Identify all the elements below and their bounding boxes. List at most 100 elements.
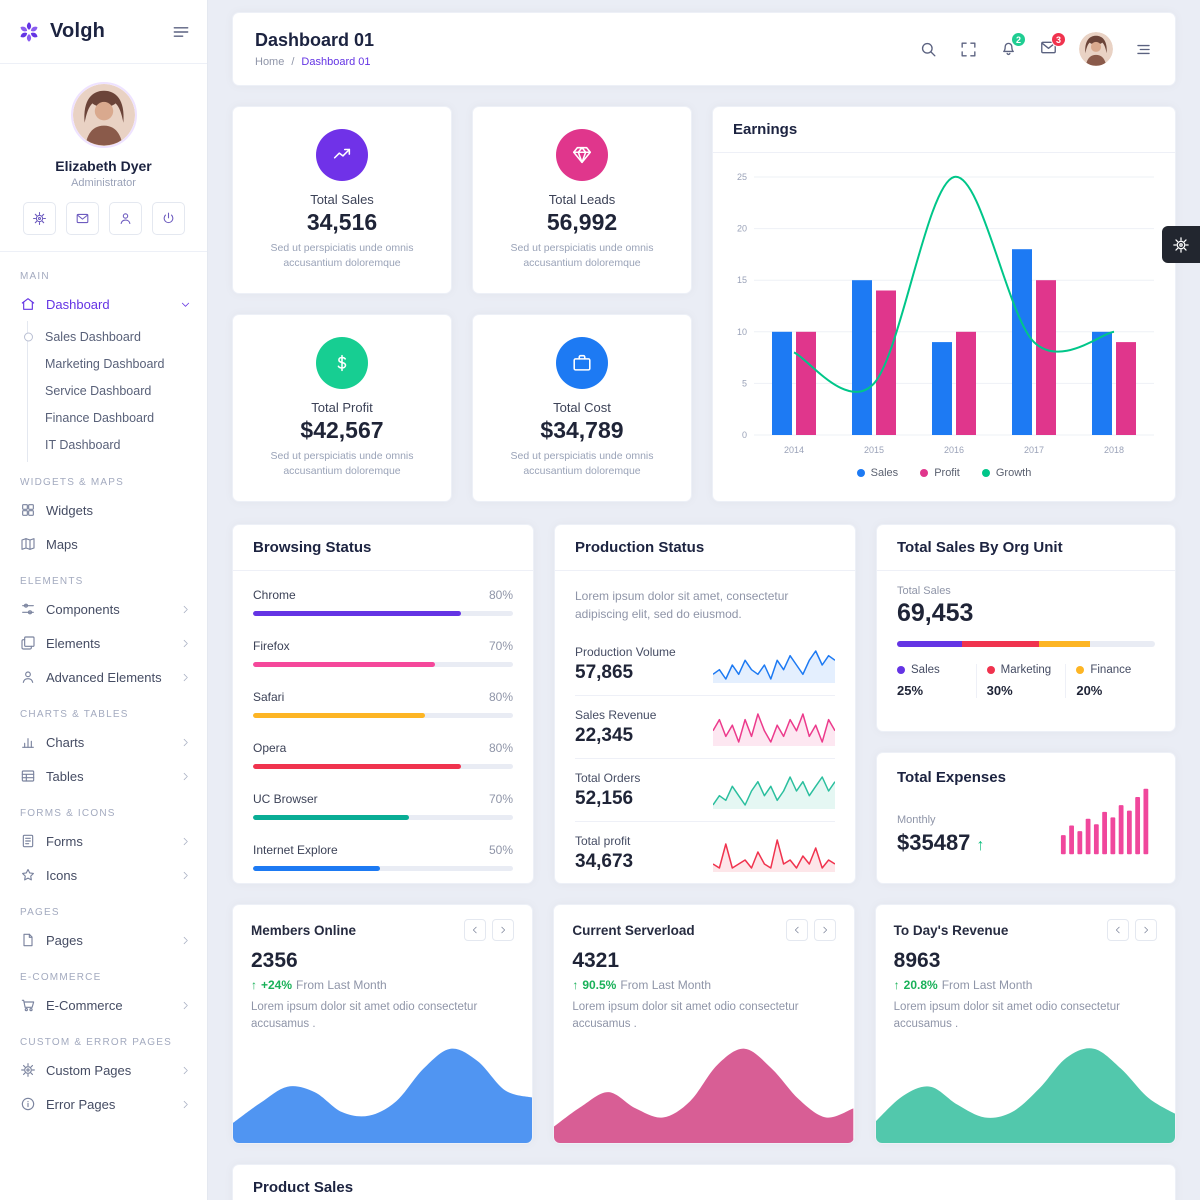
stat-desc: Sed ut perspiciatis unde omnis accusanti… [270,449,414,477]
home-icon [20,296,36,312]
sidebar-subitem-marketing-dashboard[interactable]: Marketing Dashboard [45,356,165,371]
production-row-production-volume: Production Volume 57,865 [575,633,835,695]
stat-card-total-sales: Total Sales 34,516 Sed ut perspiciatis und… [232,106,452,294]
mini-card-to-day-s-revenue: To Day's Revenue 8963 ↑ 20.8% From Last Mont… [874,904,1176,1144]
mini-card-current-serverload: Current Serverload 4321 ↑ 90.5% From Last Mo… [553,904,855,1144]
nav-item-label: Dashboard [46,296,110,312]
prev-button[interactable] [1106,919,1129,941]
legend-sales[interactable]: Sales [856,467,898,479]
app-logo[interactable]: Volgh [16,19,105,45]
sidebar-item-tables[interactable]: Tables [0,759,207,793]
svg-text:2015: 2015 [864,445,884,455]
nav-item-label: Maps [46,536,78,552]
sidebar-item-components[interactable]: Components [0,592,207,626]
map-icon [20,536,36,552]
prev-button[interactable] [785,919,808,941]
sidebar-toggle-icon[interactable] [171,22,191,42]
header-menu-icon[interactable] [1134,40,1153,59]
user-icon [118,211,133,226]
layers-icon [20,635,36,651]
browser-row-chrome: Chrome 80% [253,588,513,616]
browser-name: Firefox [253,639,290,653]
legend-dot [1076,666,1085,674]
sidebar-subitem-service-dashboard[interactable]: Service Dashboard [45,383,152,398]
sidebar-subitem-it-dashboard[interactable]: IT Dashboard [45,437,121,452]
stat-title: Total Profit [311,399,373,415]
chevron-right-icon [820,925,830,935]
settings-fab[interactable] [1162,226,1200,263]
chevron-down-icon [180,299,191,310]
star-icon [20,867,36,883]
sidebar-item-icons[interactable]: Icons [0,858,207,892]
next-button[interactable] [1134,919,1157,941]
sidebar-item-forms[interactable]: Forms [0,824,207,858]
cart-icon [20,997,36,1013]
production-label: Production Volume [575,644,676,659]
production-status-card: Production Status Lorem ipsum dolor sit … [554,524,856,884]
breadcrumb-home[interactable]: Home [255,56,285,68]
org-legend-sales: Sales 25% [897,664,976,698]
org-legend-percent: 25% [897,683,924,698]
browser-percent: 70% [488,792,513,806]
browser-row-uc-browser: UC Browser 70% [253,792,513,820]
search-icon[interactable] [919,40,938,59]
nav-item-label: Error Pages [46,1096,116,1112]
change-percent: 90.5% [582,978,617,992]
browser-row-firefox: Firefox 70% [253,639,513,667]
logout-button[interactable] [151,202,185,235]
next-button[interactable] [492,919,515,941]
stat-desc: Sed ut perspiciatis unde omnis accusanti… [270,241,414,269]
user-action-buttons [10,202,197,235]
form-icon [20,833,36,849]
gear-icon [1172,236,1190,254]
mini-card-members-online: Members Online 2356 ↑ +24% From Last Month Lo… [232,904,534,1144]
legend-profit[interactable]: Profit [920,467,960,479]
org-legend-name: Marketing [1000,664,1052,676]
org-legend-marketing: Marketing 30% [975,664,1066,698]
chevron-left-icon [470,925,480,935]
sidebar-item-e-commerce[interactable]: E-Commerce [0,988,207,1022]
sidebar-subitem-finance-dashboard[interactable]: Finance Dashboard [45,410,155,425]
expenses-mini-chart [1059,786,1155,856]
sparkline-chart [713,643,835,685]
sidebar-item-dashboard[interactable]: Dashboard [0,287,207,321]
nav-section-label: E-COMMERCE [20,972,102,983]
earnings-legend: Sales Profit Growth [713,461,1175,491]
stat-desc: Sed ut perspiciatis unde omnis accusanti… [510,449,654,477]
progress-track [253,611,513,616]
progress-track [253,662,513,667]
earnings-card: Earnings 0 5 10 15 20 25 2014 2015 2016 2017 2018 … [712,106,1176,502]
messages-button[interactable]: 3 [1039,32,1066,60]
notifications-button[interactable]: 2 [999,32,1026,60]
header-actions: 2 3 [919,32,1153,66]
legend-dot [981,469,990,477]
settings-button[interactable] [22,202,56,235]
sidebar-item-error-pages[interactable]: Error Pages [0,1087,207,1121]
mini-card-desc: Lorem ipsum dolor sit amet odio consecte… [251,1001,478,1031]
prev-button[interactable] [464,919,487,941]
fullscreen-icon[interactable] [959,40,978,59]
sidebar-subitem-sales-dashboard[interactable]: Sales Dashboard [45,323,207,350]
stat-card-total-cost: Total Cost $34,789 Sed ut perspiciatis und… [472,314,692,502]
sidebar-item-maps[interactable]: Maps [0,527,207,561]
chevron-right-icon [180,1000,191,1011]
header-avatar[interactable] [1079,32,1113,66]
user-avatar[interactable] [70,82,137,148]
stat-value: 34,516 [306,208,378,235]
next-button[interactable] [813,919,836,941]
sidebar-item-elements[interactable]: Elements [0,626,207,660]
change-note: From Last Month [296,978,387,992]
sidebar-item-charts[interactable]: Charts [0,725,207,759]
profile-button[interactable] [108,202,142,235]
messages-button[interactable] [65,202,99,235]
sidebar-item-widgets[interactable]: Widgets [0,493,207,527]
sidebar-item-pages[interactable]: Pages [0,923,207,957]
legend-growth[interactable]: Growth [981,467,1031,479]
middle-row: Browsing Status Chrome 80% Firefox 70% Safar… [232,524,1176,884]
org-segment-sales [897,641,962,647]
sidebar-item-advanced-elements[interactable]: Advanced Elements [0,660,207,694]
area-chart [554,1043,854,1143]
progress-track [253,764,513,769]
sidebar-item-custom-pages[interactable]: Custom Pages [0,1053,207,1087]
